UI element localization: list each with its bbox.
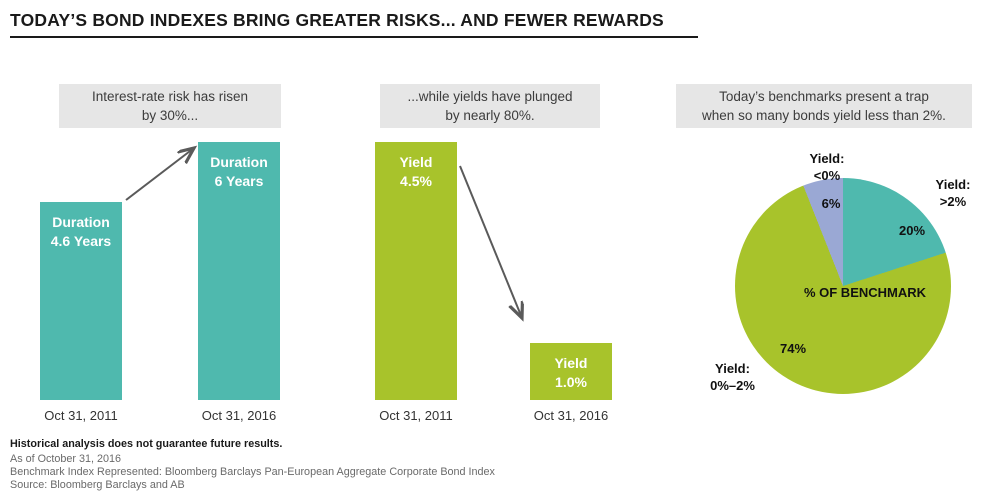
duration-chart-panel: Interest-rate risk has risen by 30%... D… <box>10 84 330 426</box>
pie-label-line: Yield: <box>809 151 845 166</box>
footer-asof: As of October 31, 2016 <box>10 453 122 465</box>
x-axis-label: Oct 31, 2011 <box>379 408 453 423</box>
x-axis-label: Oct 31, 2016 <box>533 408 609 423</box>
footer-source: Source: Bloomberg Barclays and AB <box>10 479 185 491</box>
pie-chart-caption: Today’s benchmarks present a trap when s… <box>676 84 972 128</box>
yield-2011-bar: Yield 4.5% <box>375 142 457 400</box>
benchmark-pie <box>735 178 951 394</box>
pie-area: Yield: <0% 6% Yield: >2% 20% % OF BENCHM… <box>650 138 980 418</box>
pie-label-line: Yield: <box>935 177 971 192</box>
pie-label-yield-negative: Yield: <0% <box>797 150 857 184</box>
bar-label-line: Duration <box>52 214 110 230</box>
bar-label-line: 4.5% <box>400 173 432 189</box>
x-axis-labels: Oct 31, 2011 Oct 31, 2016 <box>340 408 640 426</box>
pie-center-label: % OF BENCHMARK <box>803 285 927 300</box>
footer-benchmark: Benchmark Index Represented: Bloomberg B… <box>10 466 495 478</box>
bar-label-line: Yield <box>399 154 433 170</box>
caption-line: Today’s benchmarks present a trap <box>719 89 929 104</box>
x-axis-label: Oct 31, 2016 <box>201 408 277 423</box>
yield-2016-bar: Yield 1.0% <box>530 343 612 400</box>
pie-label-line: <0% <box>813 168 841 183</box>
pie-value-6pct: 6% <box>821 196 841 211</box>
header: TODAY’S BOND INDEXES BRING GREATER RISKS… <box>0 0 990 38</box>
charts-row: Interest-rate risk has risen by 30%... D… <box>10 84 980 426</box>
bar-label-line: 6 Years <box>214 173 264 189</box>
page-title: TODAY’S BOND INDEXES BRING GREATER RISKS… <box>10 10 664 30</box>
bar-label: Duration 4.6 Years <box>40 202 122 251</box>
pie-label-line: Yield: <box>715 361 750 376</box>
bar-label-line: Yield <box>554 355 588 371</box>
caption-line: Interest-rate risk has risen <box>91 89 249 104</box>
duration-2016-bar: Duration 6 Years <box>198 142 280 400</box>
bar-label-line: 1.0% <box>555 374 587 390</box>
pie-label-yield-gt2: Yield: >2% <box>918 176 988 210</box>
duration-chart-caption: Interest-rate risk has risen by 30%... <box>59 84 281 128</box>
bar-label: Yield 1.0% <box>530 343 612 392</box>
x-axis-label: Oct 31, 2011 <box>44 408 118 423</box>
caption-line: by nearly 80%. <box>445 108 535 123</box>
caption-line: by 30%... <box>141 108 199 123</box>
pie-label-line: 0%–2% <box>710 378 755 393</box>
footer: Historical analysis does not guarantee f… <box>10 438 980 492</box>
yield-chart-caption: ...while yields have plunged by nearly 8… <box>380 84 600 128</box>
x-axis-labels: Oct 31, 2011 Oct 31, 2016 <box>10 408 330 426</box>
footer-disclaimer: Historical analysis does not guarantee f… <box>10 438 283 450</box>
pie-label-line: >2% <box>939 194 967 209</box>
bar-label-line: Duration <box>210 154 268 170</box>
pie-value-20pct: 20% <box>898 223 926 238</box>
duration-bars: Duration 4.6 Years Duration 6 Years <box>10 142 330 400</box>
caption-line: when so many bonds yield less than 2%. <box>702 108 946 123</box>
pie-value-74pct: 74% <box>779 341 807 356</box>
benchmark-pie-panel: Today’s benchmarks present a trap when s… <box>650 84 980 426</box>
yield-bars: Yield 4.5% Yield 1.0% <box>340 142 640 400</box>
bar-label: Yield 4.5% <box>375 142 457 191</box>
duration-2011-bar: Duration 4.6 Years <box>40 202 122 400</box>
pie-label-yield-0-2: Yield: 0%–2% <box>690 360 775 394</box>
title-rule <box>10 36 698 38</box>
caption-line: ...while yields have plunged <box>407 89 573 104</box>
bar-label-line: 4.6 Years <box>50 233 112 249</box>
yield-chart-panel: ...while yields have plunged by nearly 8… <box>340 84 640 426</box>
bar-label: Duration 6 Years <box>198 142 280 191</box>
